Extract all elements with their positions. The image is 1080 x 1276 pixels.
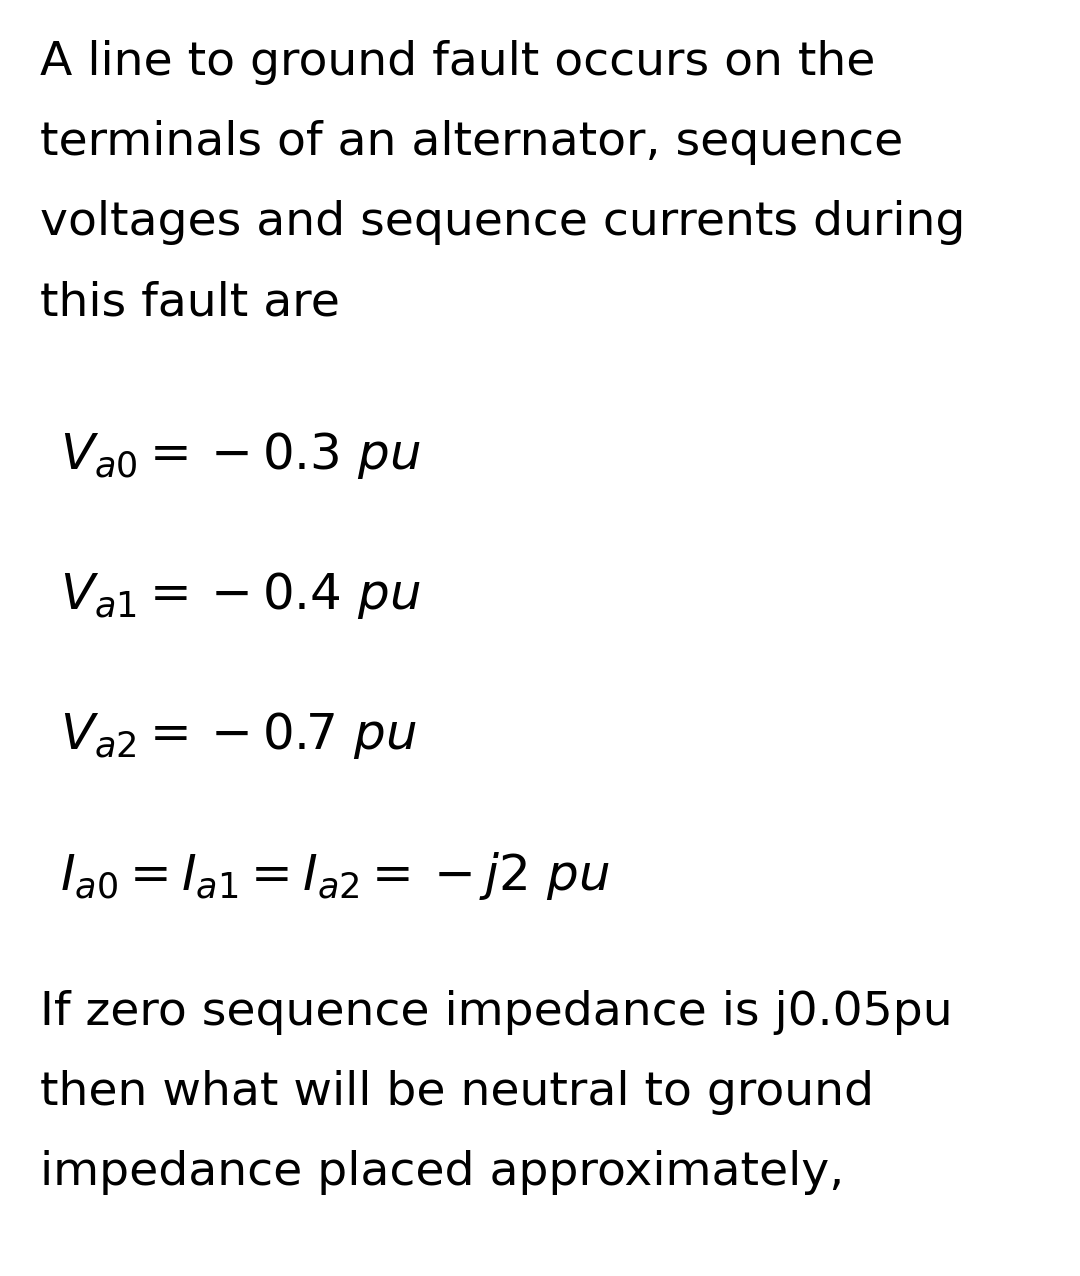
Text: $V_{a1} = -0.4\ pu$: $V_{a1} = -0.4\ pu$ bbox=[60, 570, 421, 621]
Text: A line to ground fault occurs on the: A line to ground fault occurs on the bbox=[40, 40, 876, 85]
Text: $V_{a2} = -0.7\ pu$: $V_{a2} = -0.7\ pu$ bbox=[60, 709, 417, 760]
Text: voltages and sequence currents during: voltages and sequence currents during bbox=[40, 200, 966, 245]
Text: impedance placed approximately,: impedance placed approximately, bbox=[40, 1150, 845, 1196]
Text: terminals of an alternator, sequence: terminals of an alternator, sequence bbox=[40, 120, 903, 165]
Text: then what will be neutral to ground: then what will be neutral to ground bbox=[40, 1071, 874, 1115]
Text: If zero sequence impedance is j0.05pu: If zero sequence impedance is j0.05pu bbox=[40, 990, 953, 1035]
Text: this fault are: this fault are bbox=[40, 279, 340, 325]
Text: $V_{a0} = -0.3\ pu$: $V_{a0} = -0.3\ pu$ bbox=[60, 430, 421, 481]
Text: $I_{a0} = I_{a1} = I_{a2} = -j2\ pu$: $I_{a0} = I_{a1} = I_{a2} = -j2\ pu$ bbox=[60, 850, 610, 902]
